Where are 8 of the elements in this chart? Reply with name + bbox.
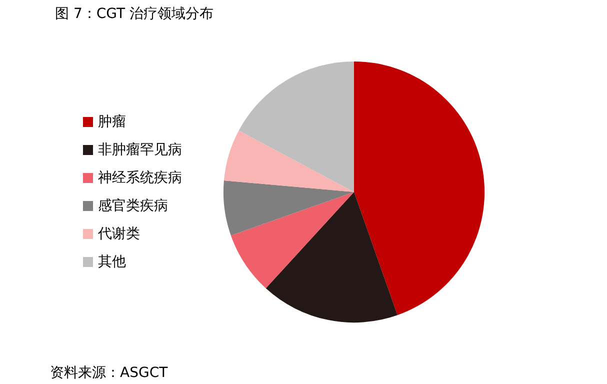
legend-label: 其他 — [98, 254, 126, 270]
legend-label: 感官类疾病 — [98, 198, 168, 214]
chart-title: 图 7：CGT 治疗领域分布 — [55, 6, 214, 22]
legend-label: 非肿瘤罕见病 — [98, 142, 182, 158]
legend-label: 代谢类 — [97, 226, 140, 242]
legend-label: 神经系统疾病 — [98, 170, 182, 186]
text: 资料来源：ASGCT — [50, 365, 168, 381]
legend-label: 肿瘤 — [98, 114, 126, 130]
